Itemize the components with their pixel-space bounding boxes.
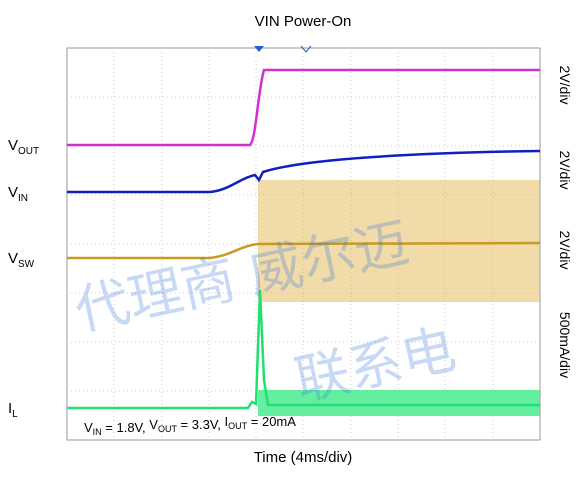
anno-main: V — [84, 420, 93, 435]
trigger-marker — [254, 46, 264, 52]
channel-scale: 2V/div — [557, 151, 573, 190]
channel-label: VOUT — [8, 137, 39, 157]
il-trace — [67, 289, 540, 410]
channel-scale: 500mA/div — [557, 312, 573, 378]
channel-label: IL — [8, 400, 18, 420]
vin-trace — [67, 149, 541, 194]
label-sub: SW — [18, 259, 35, 270]
cursor-marker — [300, 45, 312, 53]
annotation: VIN = 1.8V, VOUT = 3.3V, IOUT = 20mA — [84, 414, 296, 437]
label-sub: OUT — [18, 146, 39, 157]
label-main: V — [8, 137, 18, 154]
anno-rest: = 3.3V, — [177, 417, 225, 432]
channel-scale: 2V/div — [557, 231, 573, 270]
anno-main: V — [149, 417, 158, 432]
chart-title: VIN Power-On — [255, 13, 352, 30]
channel-label: VSW — [8, 250, 35, 270]
anno-rest: = 1.8V, — [102, 420, 150, 435]
anno-main: I — [225, 414, 229, 429]
x-axis-label: Time (4ms/div) — [254, 449, 353, 466]
label-main: I — [8, 400, 12, 417]
label-sub: L — [12, 409, 18, 420]
channel-label: VIN — [8, 184, 28, 204]
label-main: V — [8, 250, 18, 267]
vsw-switching-band — [258, 180, 540, 302]
anno-sub: OUT — [228, 421, 248, 431]
label-main: V — [8, 184, 18, 201]
channel-scale: 2V/div — [557, 66, 573, 105]
vout-trace — [67, 68, 540, 147]
vsw-trace — [67, 241, 541, 260]
anno-sub: IN — [93, 427, 102, 437]
anno-sub: OUT — [158, 424, 178, 434]
il-ripple-band — [258, 390, 540, 416]
label-sub: IN — [18, 193, 28, 204]
anno-rest: = 20mA — [247, 414, 296, 429]
